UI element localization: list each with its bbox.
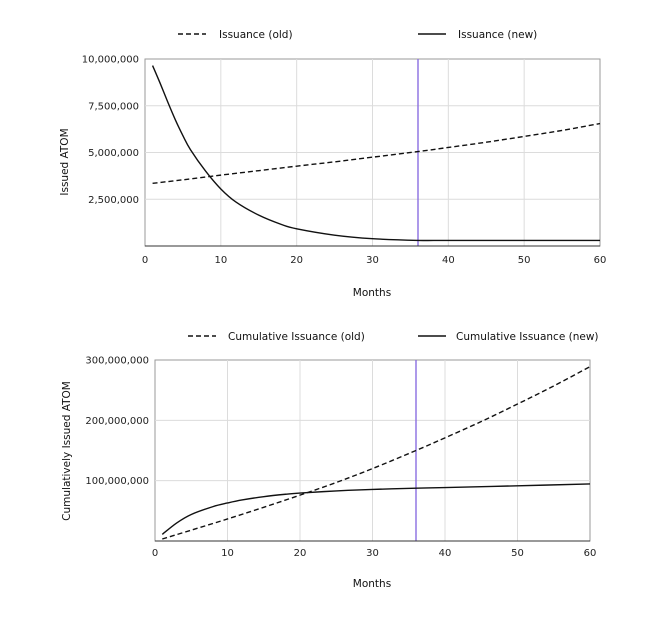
legend-label-cum-old: Cumulative Issuance (old) <box>228 331 365 343</box>
series-line-issuance-new <box>151 65 600 242</box>
legend-cumulative: Cumulative Issuance (old) Cumulative Iss… <box>188 331 599 343</box>
series-2 <box>161 360 591 541</box>
x-tick-label: 0 <box>142 255 148 266</box>
series-1 <box>151 59 601 246</box>
x-tick-label: 40 <box>439 548 452 559</box>
y-ticks-1: 2,500,000 5,000,000 7,500,000 10,000,000 <box>82 55 139 206</box>
x-tick-label: 20 <box>290 255 303 266</box>
x-tick-label: 40 <box>442 255 455 266</box>
series-line-issuance-old <box>152 122 601 185</box>
x-tick-label: 30 <box>366 255 379 266</box>
x-tick-label: 50 <box>511 548 524 559</box>
x-tick-label: 20 <box>294 548 307 559</box>
series-line-cumulative-issuance-old <box>162 366 591 540</box>
y-tick-label: 300,000,000 <box>85 356 149 367</box>
x-tick-label: 0 <box>152 548 158 559</box>
x-ticks-1: 0 10 20 30 40 50 60 <box>142 255 607 266</box>
legend-issuance: Issuance (old) Issuance (new) <box>178 29 537 41</box>
series-line-cumulative-issuance-new <box>161 483 591 535</box>
y-tick-label: 200,000,000 <box>85 416 149 427</box>
x-tick-label: 10 <box>221 548 234 559</box>
y-tick-label: 100,000,000 <box>85 476 149 487</box>
chart-cumulative-issuance: Cumulative Issuance (old) Cumulative Iss… <box>61 331 599 590</box>
y-axis-label-1: Issued ATOM <box>59 128 71 195</box>
gridlines-2 <box>155 360 590 541</box>
x-tick-label: 10 <box>214 255 227 266</box>
x-tick-label: 50 <box>518 255 531 266</box>
x-tick-label: 60 <box>594 255 607 266</box>
chart-issuance: Issuance (old) Issuance (new) 0 10 20 30 40 5… <box>59 29 606 299</box>
y-tick-label: 2,500,000 <box>88 195 139 206</box>
y-tick-label: 7,500,000 <box>88 101 139 112</box>
x-ticks-2: 0 10 20 30 40 50 60 <box>152 548 597 559</box>
x-axis-label-2: Months <box>353 578 391 590</box>
x-axis-label-1: Months <box>353 287 391 299</box>
x-tick-label: 60 <box>584 548 597 559</box>
legend-label-cum-new: Cumulative Issuance (new) <box>456 331 599 343</box>
legend-label-old: Issuance (old) <box>219 29 293 41</box>
legend-label-new: Issuance (new) <box>458 29 537 41</box>
gridlines-1 <box>145 59 600 246</box>
y-axis-label-2: Cumulatively Issued ATOM <box>61 381 73 521</box>
x-tick-label: 30 <box>366 548 379 559</box>
y-tick-label: 10,000,000 <box>82 55 139 66</box>
y-ticks-2: 100,000,000 200,000,000 300,000,000 <box>85 356 149 488</box>
y-tick-label: 5,000,000 <box>88 148 139 159</box>
